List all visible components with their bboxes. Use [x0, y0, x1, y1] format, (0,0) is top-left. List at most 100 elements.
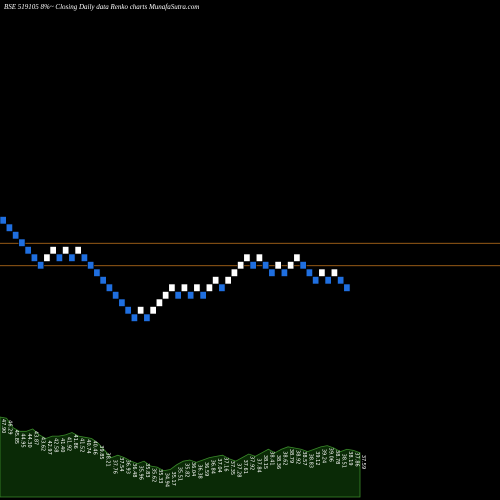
renko-brick-up [330, 268, 338, 277]
renko-brick-down [105, 283, 113, 292]
volume-label: 38.62 [281, 451, 287, 465]
volume-label: 38.19 [347, 451, 353, 465]
volume-label: 35.17 [170, 472, 176, 486]
renko-brick-up [149, 306, 157, 315]
renko-brick-down [218, 283, 226, 292]
volume-label: 35.82 [183, 463, 189, 477]
volume-label: 39.85 [98, 445, 104, 459]
volume-label: 35.51 [177, 467, 183, 481]
renko-brick-down [30, 253, 38, 262]
volume-area [0, 416, 361, 498]
volume-label: 36.93 [124, 460, 130, 474]
renko-brick-down [249, 261, 257, 270]
renko-brick-up [168, 283, 176, 292]
volume-label: 37.92 [249, 456, 255, 470]
volume-label: 38.41 [268, 451, 274, 465]
volume-label: 38.92 [295, 450, 301, 464]
volume-label: 41.40 [59, 438, 65, 452]
renko-brick-down [18, 238, 26, 247]
volume-label: 44.30 [26, 433, 32, 447]
renko-brick-down [187, 291, 195, 300]
renko-brick-up [237, 261, 245, 270]
volume-label: 38.15 [262, 455, 268, 469]
volume-label: 36.04 [190, 462, 196, 476]
volume-label: 41.52 [79, 438, 85, 452]
renko-brick-down [99, 276, 107, 285]
renko-brick-down [199, 291, 207, 300]
volume-label: 47.90 [0, 419, 6, 433]
renko-brick-down [143, 313, 151, 322]
renko-brick-down [280, 268, 288, 277]
volume-label: 37.35 [229, 461, 235, 475]
renko-brick-down [130, 313, 138, 322]
renko-brick-up [224, 276, 232, 285]
renko-brick-down [324, 276, 332, 285]
renko-brick-up [318, 268, 326, 277]
volume-label: 36.48 [131, 463, 137, 477]
volume-label: 40.74 [85, 439, 91, 453]
renko-brick-up [255, 253, 263, 262]
volume-label: 45.85 [13, 430, 19, 444]
volume-label: 37.54 [118, 457, 124, 471]
renko-brick-down [305, 268, 313, 277]
volume-label: 37.59 [360, 455, 366, 469]
renko-brick-up [180, 283, 188, 292]
renko-brick-up [205, 283, 213, 292]
renko-brick-down [93, 268, 101, 277]
renko-brick-down [112, 291, 120, 300]
renko-bricks [0, 216, 351, 322]
renko-brick-down [87, 261, 95, 270]
renko-brick-down [262, 261, 270, 270]
volume-label: 41.86 [72, 435, 78, 449]
volume-label: 36.59 [203, 462, 209, 476]
chart-title: BSE 519105 8%~ Closing Daily data Renko … [4, 3, 199, 11]
renko-brick-down [80, 253, 88, 262]
renko-brick-down [24, 246, 32, 255]
volume-label: 43.62 [39, 437, 45, 451]
renko-brick-up [43, 253, 51, 262]
renko-brick-down [12, 231, 20, 240]
renko-brick-down [0, 216, 7, 225]
volume-label: 39.12 [314, 451, 320, 465]
volume-label: 37.84 [255, 458, 261, 472]
renko-brick-up [274, 261, 282, 270]
renko-brick-down [5, 223, 13, 232]
renko-brick-up [162, 291, 170, 300]
renko-brick-up [212, 276, 220, 285]
renko-brick-down [174, 291, 182, 300]
renko-brick-up [74, 246, 82, 255]
renko-brick-down [343, 283, 351, 292]
renko-brick-down [37, 261, 45, 270]
volume-label: 34.94 [164, 473, 170, 487]
volume-label: 37.16 [223, 457, 229, 471]
renko-brick-down [55, 253, 63, 262]
volume-label: 46.29 [7, 420, 13, 434]
renko-brick-down [118, 298, 126, 307]
volume-label: 44.95 [20, 433, 26, 447]
volume-label: 42.97 [46, 440, 52, 454]
volume-label: 37.61 [242, 460, 248, 474]
volume-label: 36.84 [209, 460, 215, 474]
volume-label: 36.38 [196, 464, 202, 478]
renko-brick-down [268, 268, 276, 277]
renko-brick-up [287, 261, 295, 270]
volume-label: 35.96 [137, 466, 143, 480]
renko-brick-up [155, 298, 163, 307]
volume-label: 38.36 [275, 455, 281, 469]
volume-label: 37.04 [216, 458, 222, 472]
volume-label: 38.21 [105, 452, 111, 466]
volume-label: 38.78 [334, 450, 340, 464]
volume-label: 39.06 [327, 448, 333, 462]
volume-label: 39.24 [321, 449, 327, 463]
renko-brick-up [137, 306, 145, 315]
volume-label: 38.51 [340, 454, 346, 468]
volume-label: 38.79 [288, 449, 294, 463]
renko-brick-up [62, 246, 70, 255]
renko-brick-up [230, 268, 238, 277]
volume-label: 35.33 [157, 469, 163, 483]
renko-brick-up [193, 283, 201, 292]
renko-brick-down [312, 276, 320, 285]
volume-label: 37.28 [236, 463, 242, 477]
